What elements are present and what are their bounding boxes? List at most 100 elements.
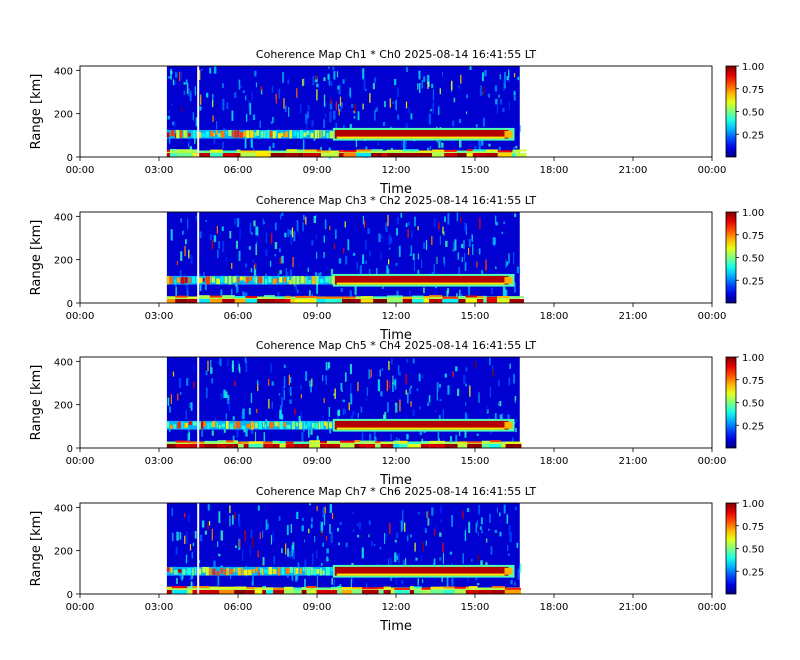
clutter-segment	[316, 149, 322, 152]
clutter-segment	[254, 587, 263, 590]
noise-streak	[443, 231, 445, 236]
clutter-segment	[192, 586, 210, 589]
noise-streak	[406, 535, 409, 542]
noise-streak	[423, 287, 425, 294]
noise-streak	[335, 122, 337, 132]
noise-streak	[428, 113, 432, 125]
clutter-segment	[293, 587, 302, 590]
noise-streak	[194, 86, 197, 96]
clutter-segment	[293, 590, 302, 594]
noise-streak	[515, 427, 517, 433]
layer-patch	[236, 567, 238, 573]
band-high-coherence	[334, 275, 509, 285]
layer-patch	[306, 131, 310, 136]
noise-streak	[398, 367, 400, 370]
layer-patch	[272, 278, 277, 285]
coherence-spike	[271, 232, 273, 245]
layer-patch	[173, 424, 177, 429]
clutter-segment	[171, 590, 188, 594]
noise-streak	[229, 230, 232, 239]
noise-streak	[513, 92, 516, 101]
noise-streak	[517, 568, 520, 580]
noise-streak	[519, 563, 522, 573]
noise-streak	[236, 427, 239, 438]
noise-streak	[231, 110, 234, 121]
noise-streak	[482, 117, 485, 127]
layer-patch	[261, 568, 264, 576]
noise-streak	[516, 266, 520, 274]
noise-streak	[494, 85, 498, 92]
coherence-spike	[207, 523, 209, 531]
x-axis-label: Time	[379, 182, 412, 197]
layer-patch	[277, 133, 282, 139]
layer-patch	[264, 569, 269, 574]
layer-patch	[308, 280, 311, 284]
clutter-segment	[303, 299, 317, 303]
noise-streak	[367, 228, 370, 234]
layer-patch	[305, 567, 307, 575]
panel-title: Coherence Map Ch7 * Ch6 2025-08-14 16:41…	[256, 485, 536, 498]
coherence-spike	[305, 216, 307, 225]
noise-streak	[418, 70, 421, 80]
layer-patch	[205, 131, 209, 138]
noise-streak	[384, 101, 386, 108]
y-tick-label: 0	[67, 153, 73, 164]
noise-streak	[213, 66, 217, 74]
coherence-spike	[431, 236, 433, 245]
noise-streak	[186, 531, 188, 544]
noise-streak	[338, 258, 342, 264]
noise-streak	[329, 523, 331, 534]
noise-streak	[291, 545, 293, 557]
layer-patch	[313, 568, 317, 576]
x-tick-label: 00:00	[66, 456, 95, 467]
noise-streak	[245, 95, 247, 101]
colorbar-tick-label: 0.50	[742, 254, 764, 265]
noise-streak	[238, 513, 240, 524]
y-tick-label: 200	[54, 547, 73, 558]
clutter-segment	[243, 441, 249, 444]
noise-streak	[278, 248, 281, 253]
noise-streak	[222, 141, 224, 149]
heatmap	[166, 357, 522, 448]
noise-streak	[390, 236, 393, 243]
noise-streak	[495, 221, 498, 226]
noise-streak	[172, 79, 175, 86]
noise-streak	[239, 85, 242, 88]
clutter-segment	[354, 440, 360, 443]
clutter-segment	[432, 153, 445, 157]
coherence-spike	[256, 408, 258, 414]
noise-streak	[433, 263, 435, 274]
noise-streak	[426, 75, 430, 85]
layer-patch	[224, 568, 226, 576]
noise-streak	[244, 263, 247, 268]
noise-streak	[374, 436, 377, 441]
coherence-spike	[316, 505, 318, 512]
layer-patch	[231, 130, 234, 138]
noise-streak	[234, 545, 238, 548]
noise-streak	[357, 412, 359, 418]
data-gap-line	[197, 357, 200, 448]
clutter-segment	[421, 590, 431, 594]
clutter-segment	[187, 299, 198, 303]
clutter-segment	[386, 153, 403, 157]
clutter-segment	[355, 296, 361, 299]
noise-streak	[455, 434, 458, 442]
clutter-segment	[331, 590, 338, 594]
noise-streak	[333, 71, 336, 80]
noise-streak	[293, 283, 296, 287]
coherence-spike	[184, 535, 186, 544]
clutter-segment	[187, 586, 193, 589]
clutter-segment	[375, 444, 381, 448]
noise-streak	[280, 414, 284, 420]
layer-patch	[176, 277, 181, 283]
clutter-segment	[256, 153, 271, 157]
noise-streak	[194, 530, 197, 539]
noise-streak	[446, 290, 449, 299]
noise-streak	[316, 575, 319, 588]
clutter-segment	[356, 149, 372, 152]
layer-patch	[322, 130, 326, 137]
layer-patch	[212, 568, 216, 576]
clutter-segment	[316, 299, 326, 303]
layer-patch	[283, 133, 285, 138]
coherence-spike	[363, 220, 366, 228]
